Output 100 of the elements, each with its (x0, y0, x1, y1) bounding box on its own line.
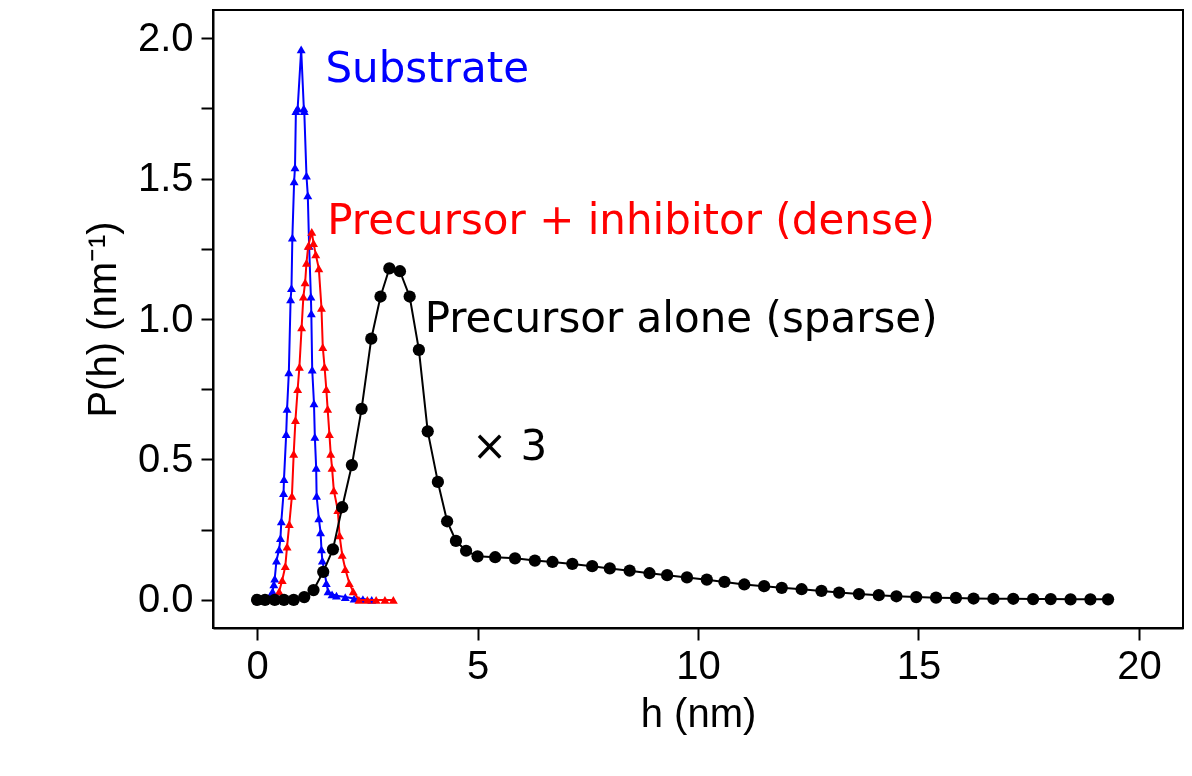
point (738, 578, 751, 591)
series-label: Precursor + inhibitor (dense) (327, 194, 935, 244)
point (340, 593, 350, 601)
point (393, 265, 407, 278)
point (967, 592, 980, 605)
series-label: Precursor alone (sparse) (424, 293, 938, 342)
point (324, 430, 334, 439)
point (309, 399, 319, 408)
point (277, 593, 291, 607)
point (329, 486, 339, 495)
point (309, 239, 318, 248)
point (441, 515, 454, 528)
point (307, 583, 320, 597)
point (643, 567, 656, 580)
point (1101, 593, 1115, 606)
point (344, 579, 354, 587)
series-label: Substrate (325, 42, 530, 92)
point (277, 576, 287, 585)
point (586, 560, 599, 573)
y-tick-label: 0.5 (137, 435, 194, 480)
point (303, 191, 313, 200)
point (306, 309, 316, 318)
point (287, 492, 297, 500)
y-tick-label: 0.0 (137, 576, 194, 621)
point (388, 596, 398, 604)
point (323, 405, 333, 413)
point (300, 278, 310, 287)
point (287, 284, 296, 292)
point (459, 544, 473, 557)
point (311, 250, 321, 259)
point (700, 573, 713, 586)
y-axis-title: P(h) (nm⁻¹) (79, 221, 124, 418)
annotation: × 3 (472, 421, 548, 470)
point (321, 579, 331, 587)
point (287, 593, 300, 607)
point (987, 592, 1000, 605)
point (296, 45, 306, 54)
point (449, 534, 463, 548)
x-tick-label: 5 (466, 642, 490, 687)
point (311, 464, 321, 472)
point (327, 464, 337, 472)
point (872, 589, 885, 602)
point (336, 501, 349, 514)
point (680, 571, 694, 584)
point (290, 163, 300, 172)
point (383, 262, 396, 275)
point (307, 228, 317, 236)
point (316, 528, 326, 537)
point (852, 587, 866, 601)
point (312, 492, 322, 500)
x-axis-title: h (nm) (640, 690, 757, 735)
point (279, 489, 289, 498)
point (355, 402, 368, 415)
point (1044, 592, 1057, 606)
point (316, 545, 326, 554)
point (274, 545, 284, 554)
x-tick-label: 20 (1117, 642, 1162, 687)
x-tick-label: 10 (676, 642, 721, 687)
point (431, 475, 444, 489)
point (331, 591, 341, 600)
point (623, 564, 636, 577)
point (293, 385, 303, 394)
point (380, 596, 390, 604)
point (365, 332, 378, 345)
point (795, 583, 808, 596)
point (298, 590, 311, 604)
point (290, 416, 300, 424)
y-tick-label: 1.0 (137, 295, 194, 340)
point (412, 343, 426, 357)
point (284, 520, 294, 528)
point (949, 591, 963, 605)
point (815, 584, 828, 598)
point (1026, 592, 1040, 606)
point (310, 433, 320, 441)
point (318, 343, 328, 351)
point (282, 405, 292, 413)
point (718, 575, 731, 589)
y-tick-label: 2.0 (137, 14, 194, 59)
point (280, 562, 290, 571)
point (1084, 593, 1097, 606)
point (929, 591, 943, 604)
point (297, 323, 307, 332)
point (528, 554, 541, 567)
point (775, 581, 788, 594)
point (276, 517, 286, 526)
point (275, 534, 285, 542)
x-tick-label: 0 (246, 642, 269, 687)
point (286, 295, 296, 304)
point (337, 551, 347, 559)
x-tick-label: 15 (896, 642, 942, 687)
point (362, 596, 372, 604)
point (326, 543, 340, 556)
y-tick-label: 1.5 (137, 155, 194, 200)
point (758, 580, 771, 593)
point (832, 586, 846, 599)
point (306, 292, 316, 301)
point (1007, 592, 1020, 605)
point (284, 368, 294, 377)
point (489, 551, 502, 564)
point (289, 177, 299, 186)
